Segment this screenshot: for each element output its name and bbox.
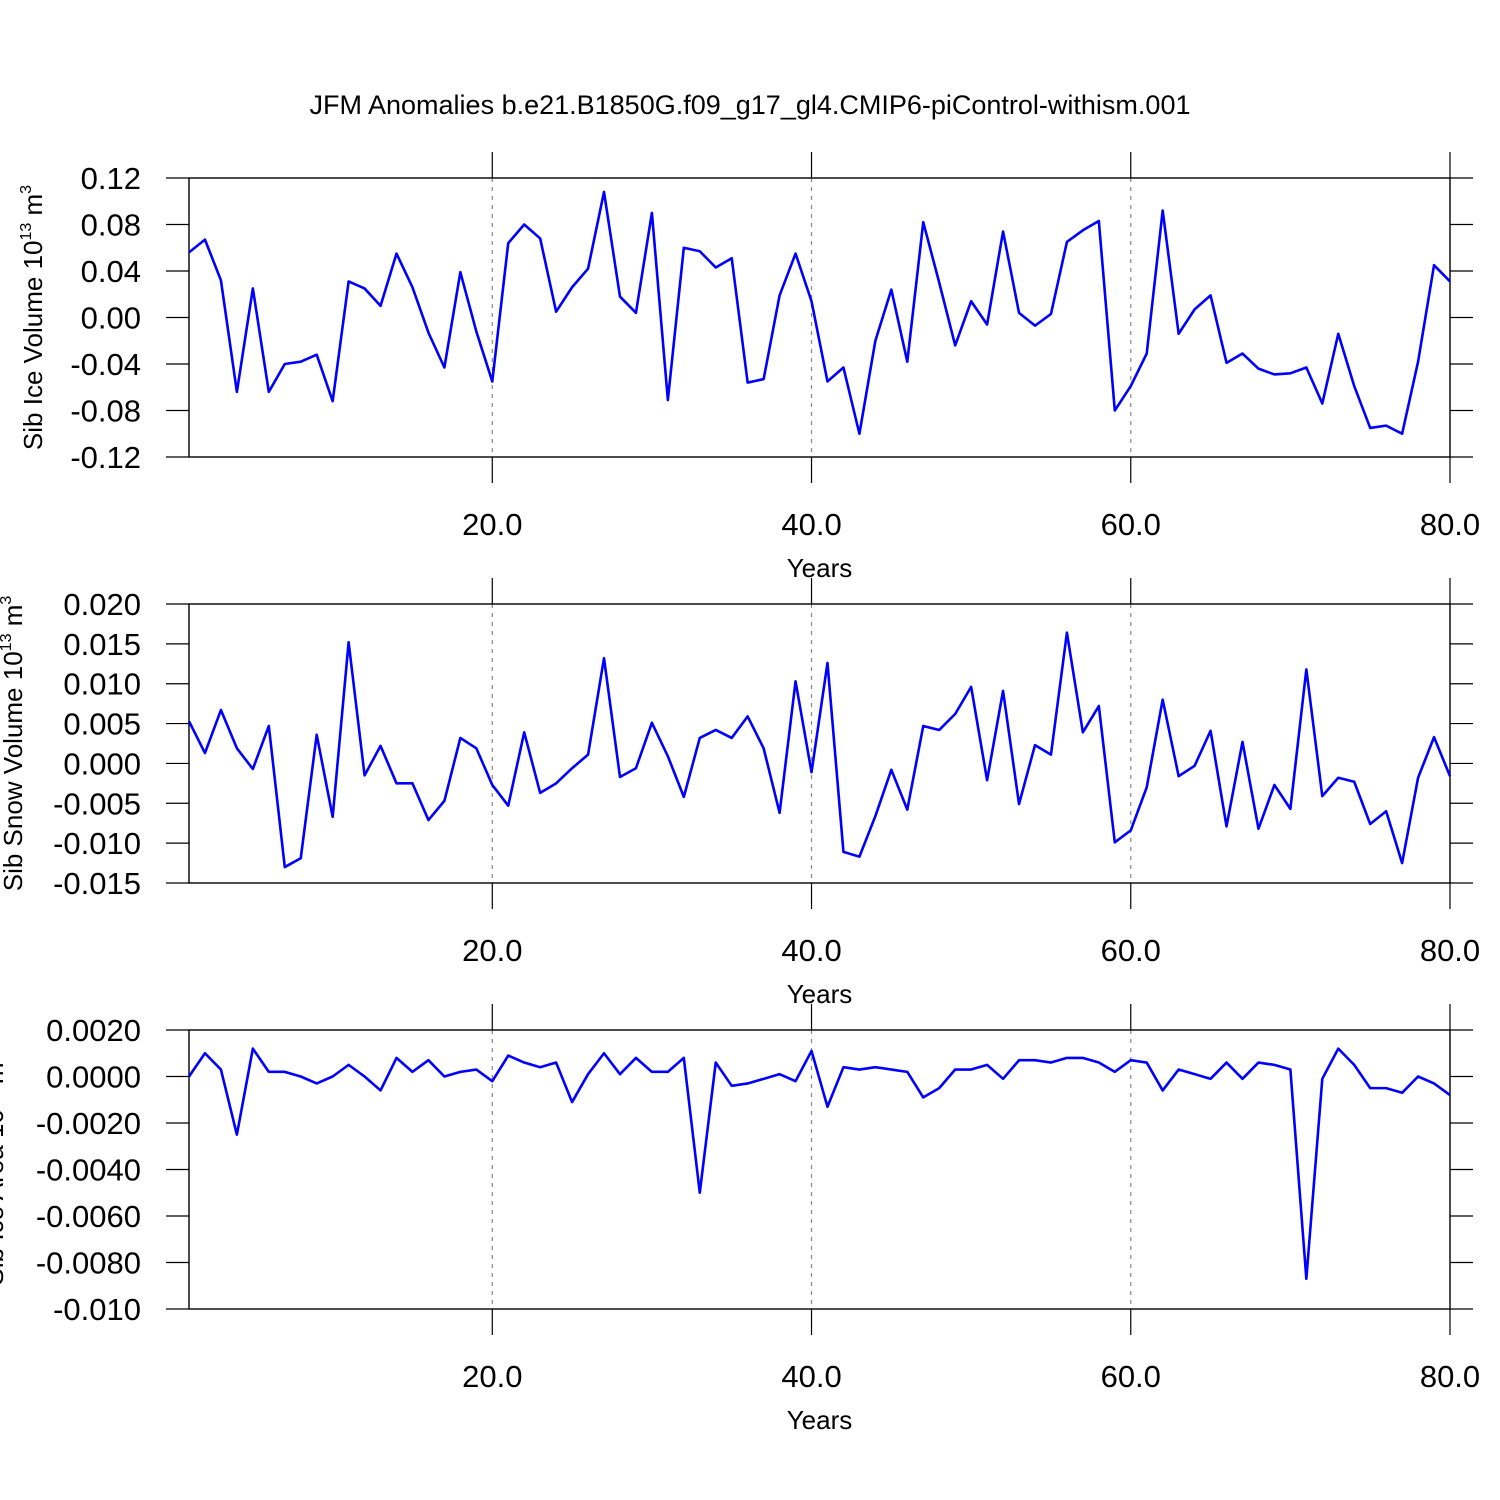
- y-axis-label: Sib Ice Volume 1013 m3: [18, 185, 48, 450]
- y-axis-label-part: Sib Snow Volume 10: [0, 651, 28, 891]
- x-tick-label: 20.0: [462, 933, 522, 968]
- y-axis-label-superscript: 13: [0, 633, 15, 651]
- y-tick-label: -0.015: [53, 866, 141, 901]
- y-tick-label: 0.000: [63, 746, 141, 781]
- x-axis-label: Years: [787, 979, 853, 1009]
- y-axis-label: Sib Snow Volume 1013 m3: [0, 596, 28, 892]
- x-tick-label: 80.0: [1420, 507, 1480, 542]
- plot-frame: [188, 177, 1451, 458]
- y-tick-label: -0.0060: [36, 1199, 141, 1234]
- y-tick-label: 0.0020: [46, 1013, 141, 1048]
- x-tick-label: 40.0: [781, 933, 841, 968]
- x-tick-label: 20.0: [462, 1359, 522, 1394]
- x-tick-label: 60.0: [1101, 507, 1161, 542]
- y-tick-label: 0.0000: [46, 1060, 141, 1095]
- y-axis-label-part: Sib Ice Volume 10: [18, 241, 48, 451]
- y-tick-label: -0.010: [53, 826, 141, 861]
- y-axis-label: Sib Ice Area 1013 m2: [0, 1053, 9, 1285]
- y-tick-label: -0.005: [53, 786, 141, 821]
- data-line: [187, 1047, 1451, 1281]
- plot-frame: [188, 1029, 1451, 1310]
- data-line: [188, 190, 1451, 436]
- y-axis-label-superscript: 3: [18, 185, 35, 194]
- y-axis-label-part: m: [18, 194, 48, 223]
- y-tick-label: 0.08: [81, 208, 141, 243]
- y-tick-label: 0.015: [63, 627, 141, 662]
- plot-frame: [188, 603, 1451, 884]
- y-tick-label: -0.0080: [36, 1246, 141, 1281]
- y-tick-label: -0.08: [70, 394, 141, 429]
- x-tick-label: 20.0: [462, 507, 522, 542]
- y-tick-label: 0.04: [81, 254, 141, 289]
- y-axis-label-part: Sib Ice Area 10: [0, 1109, 9, 1285]
- y-axis-label-part: m: [0, 1062, 9, 1091]
- y-tick-label: 0.020: [63, 587, 141, 622]
- y-tick-label: 0.005: [63, 707, 141, 742]
- x-tick-label: 40.0: [781, 507, 841, 542]
- y-tick-label: 0.00: [81, 301, 141, 336]
- y-tick-label: 0.12: [81, 161, 141, 196]
- y-tick-label: -0.12: [70, 440, 141, 475]
- y-tick-label: 0.010: [63, 667, 141, 702]
- y-tick-label: -0.010: [53, 1292, 141, 1327]
- x-axis-label: Years: [787, 553, 853, 583]
- x-tick-label: 40.0: [781, 1359, 841, 1394]
- x-tick-label: 80.0: [1420, 933, 1480, 968]
- data-line: [187, 631, 1452, 869]
- x-tick-label: 60.0: [1101, 1359, 1161, 1394]
- x-tick-label: 80.0: [1420, 1359, 1480, 1394]
- x-tick-label: 60.0: [1101, 933, 1161, 968]
- y-tick-label: -0.0020: [36, 1106, 141, 1141]
- figure-title: JFM Anomalies b.e21.B1850G.f09_g17_gl4.C…: [310, 90, 1191, 120]
- y-axis-label-superscript: 13: [18, 223, 35, 241]
- y-axis-label-superscript: 3: [0, 596, 15, 605]
- y-tick-label: -0.0040: [36, 1153, 141, 1188]
- y-axis-label-part: m: [0, 605, 28, 634]
- x-axis-label: Years: [787, 1405, 853, 1435]
- y-tick-label: -0.04: [70, 347, 141, 382]
